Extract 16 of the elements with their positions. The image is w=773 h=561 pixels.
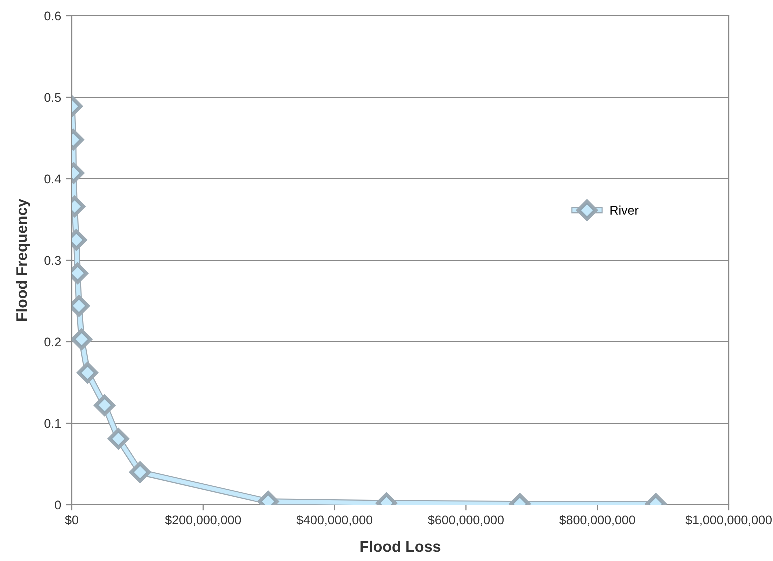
x-tick-label: $0: [65, 515, 78, 526]
x-tick-label: $400,000,000: [296, 515, 373, 526]
y-tick-label: 0.1: [44, 419, 61, 428]
y-tick-label: 0.6: [44, 12, 62, 21]
y-tick-label: 0: [55, 500, 62, 510]
y-tick-label: 0.5: [44, 93, 62, 102]
y-tick-label: 0.4: [44, 174, 62, 184]
x-tick-label: $600,000,000: [428, 515, 504, 526]
x-tick-label: $200,000,000: [165, 515, 242, 526]
x-tick-label: $1,000,000,000: [686, 515, 772, 526]
x-tick-label: $800,000,000: [560, 515, 636, 526]
y-axis-title: Flood Frequency: [16, 199, 30, 322]
y-tick-label: 0.2: [44, 338, 61, 347]
y-tick-label: 0.3: [44, 256, 62, 266]
legend-label: River: [610, 206, 639, 215]
x-axis-title: Flood Loss: [360, 540, 441, 552]
